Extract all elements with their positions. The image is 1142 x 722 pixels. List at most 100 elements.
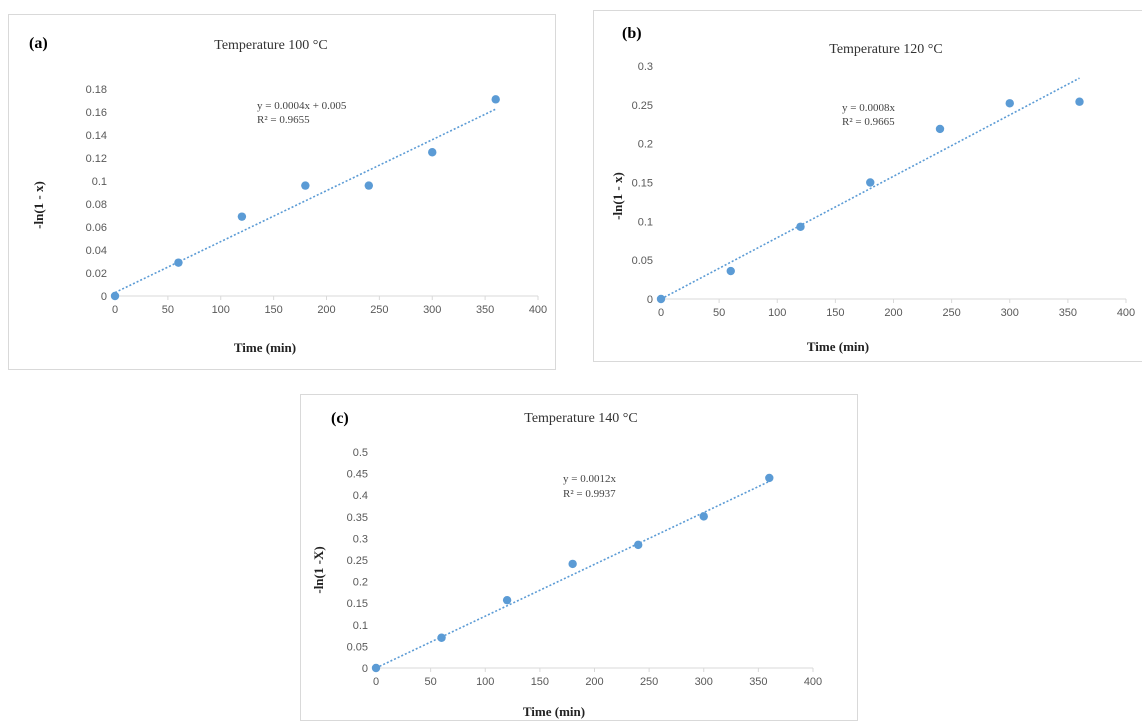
y-tick-label: 0.05 [347, 641, 368, 653]
trendline [660, 77, 1080, 300]
y-tick-label: 0.15 [347, 598, 368, 610]
chart-title: Temperature 100 °C [214, 38, 327, 53]
y-tick-label: 0.12 [86, 153, 107, 165]
data-point [726, 266, 735, 276]
chart-panel-c: (c) Temperature 140 °C 0 50 100 150 200 250 300 3… [300, 394, 858, 721]
x-axis-title: Time (min) [523, 704, 585, 719]
y-tick-label: 0.15 [632, 178, 653, 190]
y-tick-label: 0.14 [86, 130, 107, 142]
x-axis-title: Time (min) [234, 340, 296, 355]
trendline-equation: y = 0.0004x + 0.005 [257, 100, 347, 112]
x-tick-label: 0 [112, 304, 118, 316]
y-tick-label: 0.35 [347, 512, 368, 524]
panel-letter: (c) [331, 410, 349, 427]
data-point [656, 294, 666, 304]
data-point [634, 540, 643, 550]
data-point [491, 95, 500, 104]
data-point [437, 633, 446, 642]
x-tick-label: 100 [476, 676, 494, 688]
panel-letter: (a) [29, 35, 48, 52]
trendline-r2: R² = 0.9665 [842, 116, 895, 128]
x-tick-label: 50 [162, 304, 174, 316]
x-tick-label: 250 [942, 307, 960, 319]
x-tick-label: 200 [317, 304, 335, 316]
data-point [364, 181, 373, 190]
data-point [796, 222, 805, 231]
trendline-equation: y = 0.0008x [842, 102, 895, 114]
data-point [699, 512, 708, 521]
x-tick-label: 350 [1059, 307, 1077, 319]
x-tick-label: 150 [264, 304, 282, 316]
y-tick-label: 0.2 [353, 577, 368, 589]
y-tick-label: 0.4 [353, 490, 368, 502]
x-tick-label: 100 [212, 304, 230, 316]
trendline-r2: R² = 0.9655 [257, 114, 310, 126]
y-axis-title: -ln(1 - x) [31, 181, 46, 229]
y-tick-label: 0.5 [353, 447, 368, 459]
chart-title: Temperature 140 °C [524, 411, 637, 426]
x-tick-label: 400 [529, 304, 547, 316]
data-point [1005, 99, 1014, 108]
y-tick-label: 0.1 [638, 216, 653, 228]
y-tick-label: 0.02 [86, 268, 107, 280]
trendline-equation: y = 0.0012x [563, 473, 616, 485]
data-point [428, 148, 437, 157]
data-point [765, 473, 774, 483]
x-axis-title: Time (min) [807, 339, 869, 354]
y-tick-label: 0 [101, 291, 107, 303]
chart-panel-a: (a) Temperature 100 °C 0 50 100 150 200 250 300 3… [8, 14, 556, 370]
x-tick-label: 200 [884, 307, 902, 319]
y-tick-label: 0.04 [86, 245, 107, 257]
y-tick-label: 0.1 [92, 176, 107, 188]
x-tick-label: 200 [585, 676, 603, 688]
x-tick-label: 150 [531, 676, 549, 688]
chart-title: Temperature 120 °C [829, 42, 942, 57]
y-axis-title: -ln(1 - x) [610, 172, 625, 220]
y-tick-label: 0.3 [638, 61, 653, 73]
x-tick-label: 150 [826, 307, 844, 319]
data-point [568, 559, 577, 569]
chart-c-svg: (c) Temperature 140 °C 0 50 100 150 200 250 300 3… [311, 410, 822, 719]
x-tick-label: 0 [373, 676, 379, 688]
x-tick-label: 250 [370, 304, 388, 316]
chart-b-svg: (b) Temperature 120 °C 0 50 100 150 200 250 300 3… [610, 25, 1135, 354]
x-tick-label: 300 [1001, 307, 1019, 319]
y-tick-label: 0.05 [632, 255, 653, 267]
y-tick-label: 0 [362, 663, 368, 675]
y-tick-label: 0.25 [347, 555, 368, 567]
y-axis-title: -ln(1 -X) [311, 546, 326, 593]
y-tick-label: 0.08 [86, 199, 107, 211]
x-tick-label: 50 [425, 676, 437, 688]
data-point [502, 595, 512, 605]
y-tick-label: 0 [647, 294, 653, 306]
x-tick-label: 0 [658, 307, 664, 319]
data-point [371, 663, 381, 673]
chart-panel-b: (b) Temperature 120 °C 0 50 100 150 200 250 300 3… [593, 10, 1142, 362]
x-tick-label: 400 [1117, 307, 1135, 319]
data-point [935, 124, 945, 134]
data-point [110, 291, 120, 301]
y-tick-label: 0.06 [86, 222, 107, 234]
y-tick-label: 0.25 [632, 100, 653, 112]
x-tick-label: 350 [749, 676, 767, 688]
trendline [114, 108, 497, 294]
y-tick-label: 0.16 [86, 107, 107, 119]
y-tick-label: 0.18 [86, 84, 107, 96]
x-tick-label: 300 [695, 676, 713, 688]
trendline-r2: R² = 0.9937 [563, 488, 616, 500]
x-tick-label: 50 [713, 307, 725, 319]
y-tick-label: 0.45 [347, 469, 368, 481]
data-point [866, 178, 875, 187]
chart-a-svg: (a) Temperature 100 °C 0 50 100 150 200 250 300 3… [29, 35, 547, 355]
y-tick-label: 0.2 [638, 139, 653, 151]
panel-letter: (b) [622, 25, 642, 42]
x-tick-label: 250 [640, 676, 658, 688]
data-point [237, 212, 247, 221]
y-tick-label: 0.3 [353, 533, 368, 545]
data-point [301, 181, 310, 190]
x-tick-label: 300 [423, 304, 441, 316]
trendline [375, 480, 770, 669]
y-tick-label: 0.1 [353, 620, 368, 632]
data-point [174, 258, 183, 267]
data-point [1075, 97, 1084, 106]
